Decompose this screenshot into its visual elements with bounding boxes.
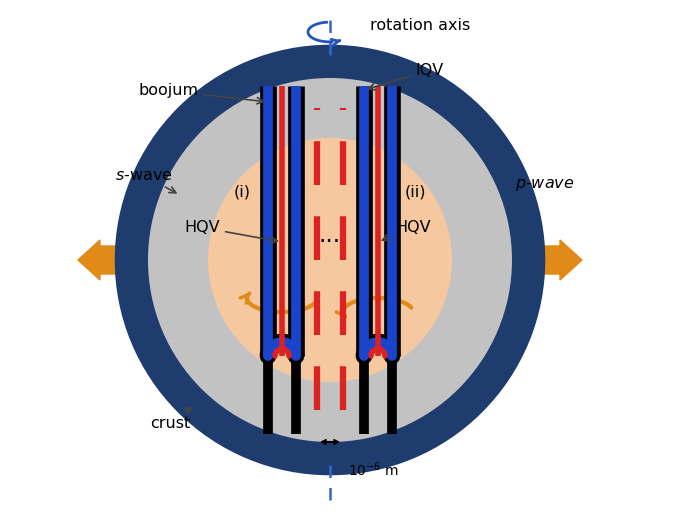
Circle shape <box>208 138 452 382</box>
Text: $s$-wave: $s$-wave <box>115 168 176 193</box>
FancyArrow shape <box>78 240 140 280</box>
Text: (i): (i) <box>234 184 251 200</box>
Text: HQV: HQV <box>184 220 277 243</box>
Text: (ii): (ii) <box>404 184 426 200</box>
Text: rotation axis: rotation axis <box>370 17 470 33</box>
FancyArrow shape <box>520 240 582 280</box>
Circle shape <box>148 78 512 442</box>
Text: ···: ··· <box>319 230 341 254</box>
Text: $10^{-6}$ m: $10^{-6}$ m <box>348 460 399 479</box>
Circle shape <box>130 60 530 460</box>
Text: boojum: boojum <box>138 83 263 104</box>
Text: crust: crust <box>150 408 191 431</box>
Text: IQV: IQV <box>368 63 443 90</box>
Text: $p$-wave: $p$-wave <box>515 177 575 193</box>
Text: HQV: HQV <box>382 220 430 240</box>
